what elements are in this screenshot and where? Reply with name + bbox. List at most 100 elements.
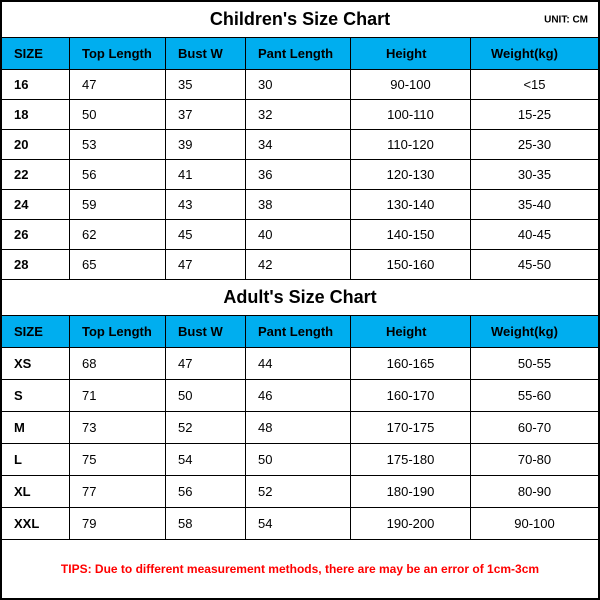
table-cell: 110-120 bbox=[351, 130, 471, 159]
table-cell: 58 bbox=[166, 508, 246, 539]
table-row: 18503732100-11015-25 bbox=[2, 100, 598, 130]
col-bust-w: Bust W bbox=[166, 38, 246, 69]
table-row: 22564136120-13030-35 bbox=[2, 160, 598, 190]
table-cell: 160-165 bbox=[351, 348, 471, 379]
table-cell: 32 bbox=[246, 100, 351, 129]
table-row: 28654742150-16045-50 bbox=[2, 250, 598, 280]
table-cell: 50 bbox=[246, 444, 351, 475]
col-top-length: Top Length bbox=[70, 38, 166, 69]
table-cell: 36 bbox=[246, 160, 351, 189]
adult-rows: XS684744160-16550-55S715046160-17055-60M… bbox=[2, 348, 598, 540]
table-cell: 47 bbox=[166, 250, 246, 279]
table-cell: 30 bbox=[246, 70, 351, 99]
table-cell: 50 bbox=[70, 100, 166, 129]
table-cell: 65 bbox=[70, 250, 166, 279]
table-cell: XL bbox=[2, 476, 70, 507]
table-cell: 56 bbox=[70, 160, 166, 189]
table-cell: 28 bbox=[2, 250, 70, 279]
children-title: Children's Size Chart bbox=[210, 9, 390, 30]
table-cell: 20 bbox=[2, 130, 70, 159]
adult-title: Adult's Size Chart bbox=[223, 287, 376, 308]
size-chart-container: Children's Size Chart UNIT: CM SIZE Top … bbox=[0, 0, 600, 600]
table-cell: 80-90 bbox=[471, 476, 598, 507]
table-cell: XXL bbox=[2, 508, 70, 539]
table-cell: 38 bbox=[246, 190, 351, 219]
table-cell: 140-150 bbox=[351, 220, 471, 249]
table-cell: 18 bbox=[2, 100, 70, 129]
table-cell: 53 bbox=[70, 130, 166, 159]
adult-title-row: Adult's Size Chart bbox=[2, 280, 598, 316]
table-row: L755450175-18070-80 bbox=[2, 444, 598, 476]
col-size: SIZE bbox=[2, 38, 70, 69]
table-row: 24594338130-14035-40 bbox=[2, 190, 598, 220]
col-top-length: Top Length bbox=[70, 316, 166, 347]
table-cell: 44 bbox=[246, 348, 351, 379]
tips-row: TIPS: Due to different measurement metho… bbox=[2, 540, 598, 598]
col-bust-w: Bust W bbox=[166, 316, 246, 347]
table-cell: 46 bbox=[246, 380, 351, 411]
col-pant-length: Pant Length bbox=[246, 316, 351, 347]
table-cell: 75 bbox=[70, 444, 166, 475]
table-row: XXL795854190-20090-100 bbox=[2, 508, 598, 540]
adult-header-row: SIZE Top Length Bust W Pant Length Heigh… bbox=[2, 316, 598, 348]
table-cell: 170-175 bbox=[351, 412, 471, 443]
table-cell: 71 bbox=[70, 380, 166, 411]
children-title-row: Children's Size Chart UNIT: CM bbox=[2, 2, 598, 38]
table-cell: 175-180 bbox=[351, 444, 471, 475]
table-cell: 25-30 bbox=[471, 130, 598, 159]
table-row: M735248170-17560-70 bbox=[2, 412, 598, 444]
table-cell: 77 bbox=[70, 476, 166, 507]
table-row: XS684744160-16550-55 bbox=[2, 348, 598, 380]
table-cell: 70-80 bbox=[471, 444, 598, 475]
table-cell: XS bbox=[2, 348, 70, 379]
table-cell: 52 bbox=[166, 412, 246, 443]
table-cell: 50-55 bbox=[471, 348, 598, 379]
children-header-row: SIZE Top Length Bust W Pant Length Heigh… bbox=[2, 38, 598, 70]
table-cell: 62 bbox=[70, 220, 166, 249]
tips-text: TIPS: Due to different measurement metho… bbox=[61, 562, 539, 576]
table-cell: 16 bbox=[2, 70, 70, 99]
table-cell: 180-190 bbox=[351, 476, 471, 507]
col-pant-length: Pant Length bbox=[246, 38, 351, 69]
table-cell: 42 bbox=[246, 250, 351, 279]
table-cell: 35 bbox=[166, 70, 246, 99]
table-cell: 34 bbox=[246, 130, 351, 159]
table-cell: 45 bbox=[166, 220, 246, 249]
table-cell: 60-70 bbox=[471, 412, 598, 443]
table-cell: L bbox=[2, 444, 70, 475]
table-cell: 190-200 bbox=[351, 508, 471, 539]
table-row: 26624540140-15040-45 bbox=[2, 220, 598, 250]
table-row: 20533934110-12025-30 bbox=[2, 130, 598, 160]
table-cell: 40-45 bbox=[471, 220, 598, 249]
table-cell: 90-100 bbox=[351, 70, 471, 99]
table-cell: 73 bbox=[70, 412, 166, 443]
table-cell: 39 bbox=[166, 130, 246, 159]
table-cell: 160-170 bbox=[351, 380, 471, 411]
table-cell: 24 bbox=[2, 190, 70, 219]
table-cell: 54 bbox=[166, 444, 246, 475]
table-cell: 54 bbox=[246, 508, 351, 539]
table-cell: 43 bbox=[166, 190, 246, 219]
col-height: Height bbox=[351, 38, 471, 69]
table-cell: 100-110 bbox=[351, 100, 471, 129]
table-row: 1647353090-100<15 bbox=[2, 70, 598, 100]
table-cell: 120-130 bbox=[351, 160, 471, 189]
table-cell: 37 bbox=[166, 100, 246, 129]
table-cell: 30-35 bbox=[471, 160, 598, 189]
children-rows: 1647353090-100<1518503732100-11015-25205… bbox=[2, 70, 598, 280]
table-cell: 45-50 bbox=[471, 250, 598, 279]
table-cell: 150-160 bbox=[351, 250, 471, 279]
table-cell: M bbox=[2, 412, 70, 443]
table-cell: 35-40 bbox=[471, 190, 598, 219]
table-cell: 52 bbox=[246, 476, 351, 507]
col-size: SIZE bbox=[2, 316, 70, 347]
table-cell: 48 bbox=[246, 412, 351, 443]
table-cell: 130-140 bbox=[351, 190, 471, 219]
table-cell: 55-60 bbox=[471, 380, 598, 411]
col-weight: Weight(kg) bbox=[471, 38, 598, 69]
table-cell: 79 bbox=[70, 508, 166, 539]
table-cell: 41 bbox=[166, 160, 246, 189]
table-cell: S bbox=[2, 380, 70, 411]
table-row: XL775652180-19080-90 bbox=[2, 476, 598, 508]
unit-label: UNIT: CM bbox=[544, 14, 588, 25]
